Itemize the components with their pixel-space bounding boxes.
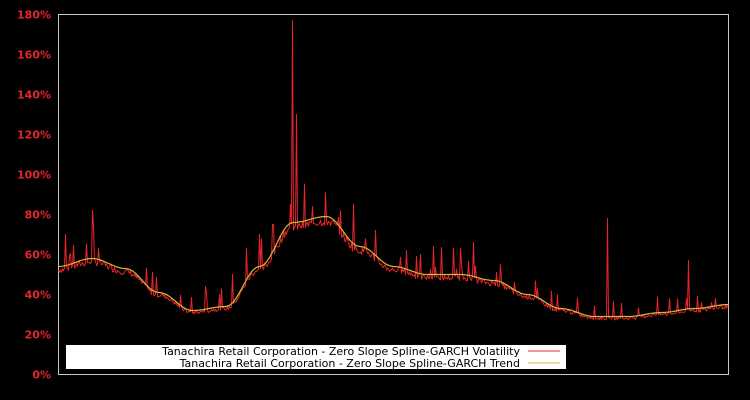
y-tick-label: 160%	[17, 49, 51, 62]
trend-line	[58, 215, 729, 318]
y-tick-label: 0%	[32, 369, 51, 382]
y-tick-label: 20%	[25, 329, 51, 342]
y-tick-label: 60%	[25, 249, 51, 262]
legend-box	[66, 345, 566, 369]
y-tick-label: 80%	[25, 209, 51, 222]
y-tick-label: 40%	[25, 289, 51, 302]
legend-label-volatility: Tanachira Retail Corporation - Zero Slop…	[161, 345, 520, 358]
plot-frame	[58, 14, 729, 375]
legend: Tanachira Retail Corporation - Zero Slop…	[66, 345, 566, 370]
y-axis-ticks: 0% 20% 40% 60% 80% 100% 120% 140% 160% 180%	[17, 9, 51, 382]
plot-series	[58, 20, 729, 321]
y-tick-label: 180%	[17, 9, 51, 22]
y-tick-label: 140%	[17, 89, 51, 102]
legend-label-trend: Tanachira Retail Corporation - Zero Slop…	[179, 357, 520, 370]
volatility-line	[58, 20, 729, 321]
y-tick-label: 120%	[17, 129, 51, 142]
y-tick-label: 100%	[17, 169, 51, 182]
